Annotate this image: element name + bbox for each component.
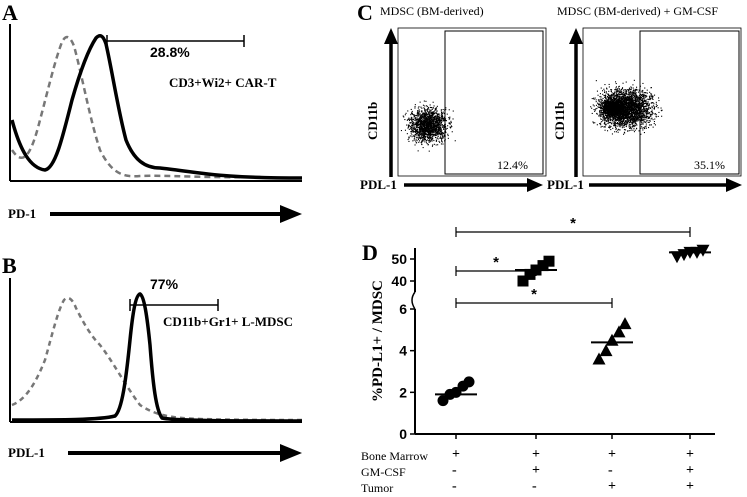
- y-tick-label: 6: [399, 301, 407, 317]
- condition-sign: +: [532, 463, 540, 478]
- dotplot-right-events: [590, 79, 663, 135]
- dotplot-left-frame: [397, 27, 547, 177]
- data-point: [437, 395, 449, 407]
- data-point: [543, 255, 555, 267]
- data-point: [537, 260, 549, 272]
- hist-b-arrowhead: [280, 444, 302, 462]
- condition-sign: +: [686, 479, 694, 494]
- panel-letter-a: A: [2, 0, 18, 25]
- dotplot-right-title: MDSC (BM-derived) + GM-CSF: [557, 4, 719, 18]
- data-point: [517, 275, 529, 287]
- hist-b-population-label: CD11b+Gr1+ L-MDSC: [163, 314, 294, 329]
- condition-sign: +: [452, 447, 460, 462]
- row-label-gm-csf: GM-CSF: [361, 465, 406, 479]
- data-point: [463, 376, 475, 388]
- dotplot-left-gate-percent: 12.4%: [497, 158, 528, 172]
- hist-a-axis-label: PD-1: [8, 206, 37, 221]
- hist-a-population-label: CD3+Wi2+ CAR-T: [169, 75, 277, 90]
- hist-a-arrowhead: [280, 205, 302, 223]
- data-point: [670, 251, 684, 264]
- hist-a-sample-curve: [10, 34, 303, 180]
- y-tick-label: 0: [399, 426, 407, 442]
- data-point: [696, 244, 710, 257]
- dotplot-right-frame: [582, 27, 742, 177]
- data-point: [618, 317, 632, 330]
- hist-b-sample-curve: [11, 292, 303, 423]
- significance-star: *: [531, 286, 537, 303]
- panel-letter-b: B: [2, 253, 17, 278]
- y-tick-label: 2: [399, 384, 407, 400]
- dotplot-left-gate: [444, 30, 544, 175]
- condition-sign: +: [532, 447, 540, 462]
- dotplot-right-gate-percent: 35.1%: [694, 158, 725, 172]
- y-tick-label: 50: [391, 251, 407, 267]
- condition-sign: +: [608, 479, 616, 494]
- hist-a-percent: 28.8%: [150, 44, 190, 60]
- hist-b-percent: 77%: [150, 276, 179, 292]
- dotplot-left-title: MDSC (BM-derived): [380, 4, 484, 18]
- data-point: [599, 344, 613, 357]
- scatter-axis-break: [411, 291, 416, 310]
- panel-letter-d: D: [362, 240, 378, 265]
- condition-sign: -: [452, 463, 457, 478]
- condition-sign: -: [532, 479, 537, 494]
- significance-star: *: [570, 215, 576, 232]
- significance-star: *: [493, 254, 499, 271]
- dotplot-right-x-label: PDL-1: [547, 177, 584, 192]
- condition-sign: +: [686, 463, 694, 478]
- row-label-tumor: Tumor: [361, 481, 394, 495]
- data-point: [524, 268, 536, 280]
- y-tick-label: 4: [399, 343, 407, 359]
- panel-letter-c: C: [357, 0, 373, 25]
- data-point: [592, 352, 606, 365]
- dotplot-left-events: [400, 100, 456, 152]
- dotplot-left-x-label: PDL-1: [360, 177, 397, 192]
- hist-b-axis-label: PDL-1: [8, 445, 45, 460]
- data-point: [612, 325, 626, 338]
- condition-sign: +: [608, 447, 616, 462]
- condition-sign: -: [608, 463, 613, 478]
- condition-sign: +: [686, 447, 694, 462]
- row-label-bone-marrow: Bone Marrow: [361, 449, 428, 463]
- y-tick-label: 40: [391, 273, 407, 289]
- condition-sign: -: [452, 479, 457, 494]
